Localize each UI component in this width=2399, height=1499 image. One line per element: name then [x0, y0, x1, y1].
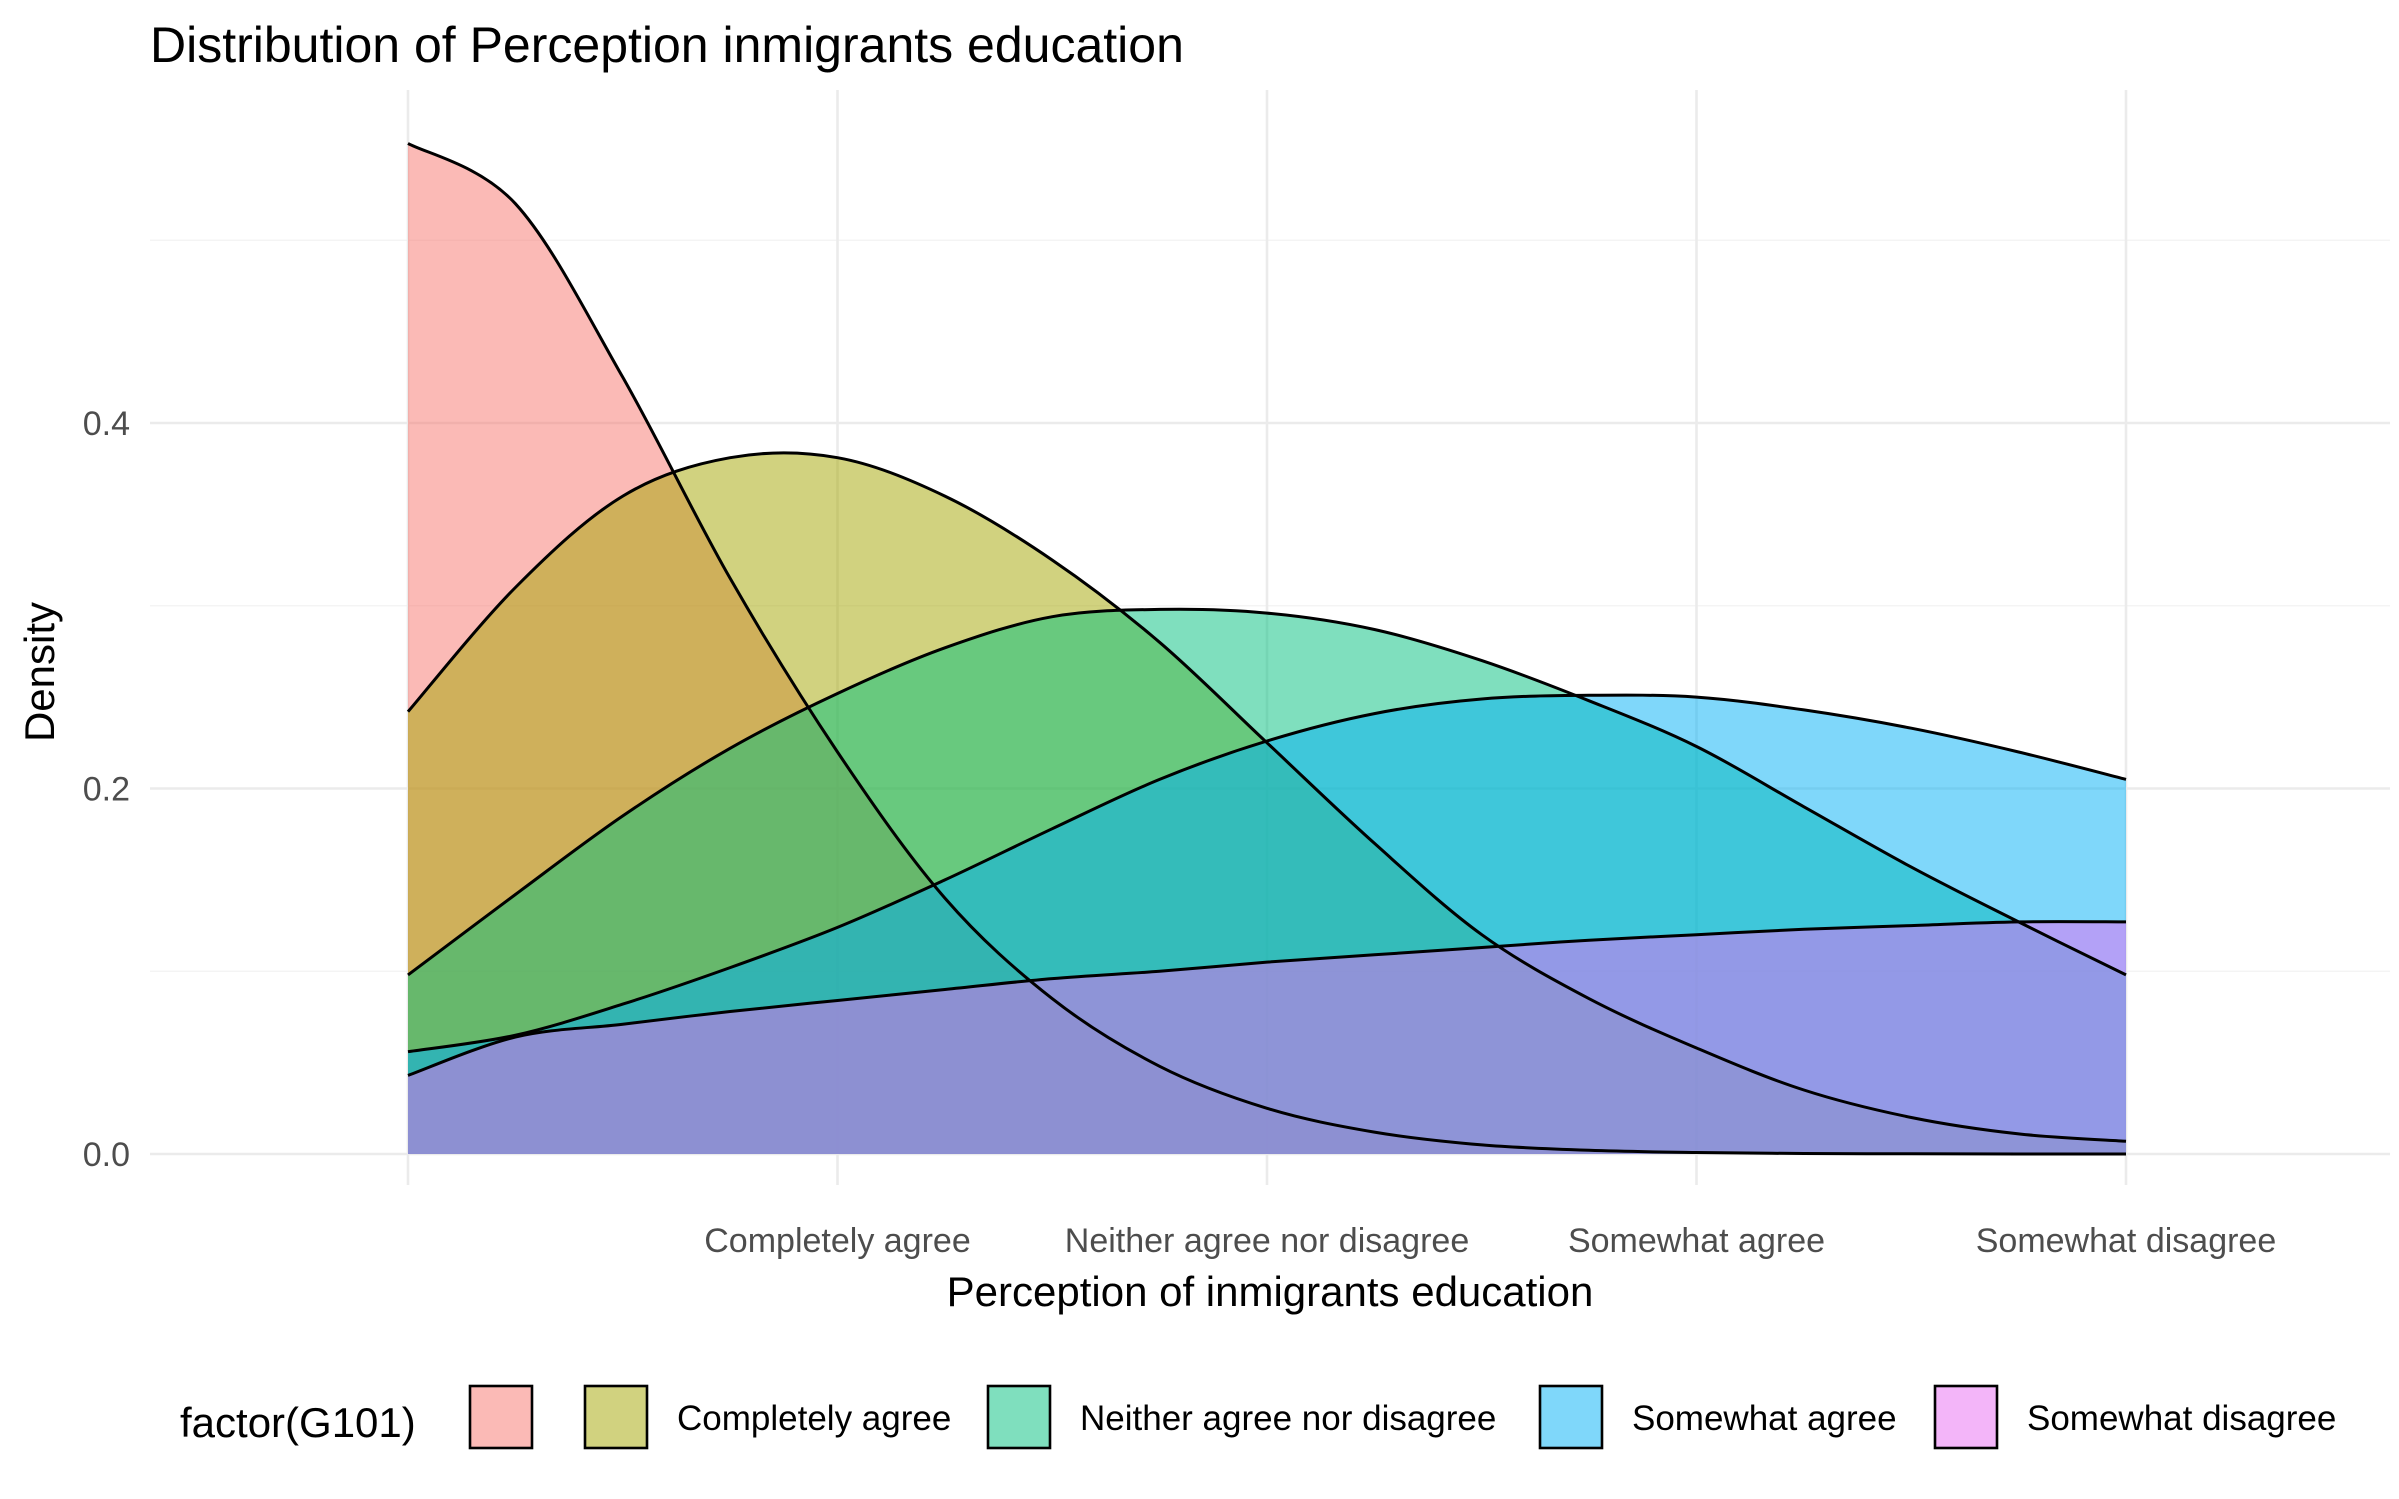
y-axis-ticks: 0.0 0.2 0.4	[83, 405, 130, 1174]
density-line-series-3	[407, 607, 2127, 977]
x-tick-label: Somewhat agree	[1568, 1222, 1825, 1260]
density-areas	[408, 143, 2126, 1154]
x-axis-title: Perception of inmigrants education	[947, 1268, 1594, 1315]
x-tick-label: Neither agree nor disagree	[1065, 1222, 1469, 1260]
density-line-series-5	[407, 920, 2127, 1077]
legend-key	[468, 1384, 534, 1450]
legend-key	[1538, 1384, 1604, 1450]
density-outlines	[406, 142, 2127, 1156]
density-line-series-2	[406, 451, 2127, 1143]
y-axis-title: Density	[16, 602, 63, 742]
x-tick-label: Completely agree	[704, 1222, 970, 1260]
x-tick-label: Somewhat disagree	[1976, 1222, 2277, 1260]
y-tick-label: 0.4	[83, 405, 130, 443]
legend-key	[1933, 1384, 1999, 1450]
y-tick-label: 0.2	[83, 771, 130, 809]
legend-key	[583, 1384, 649, 1450]
y-tick-label: 0.0	[83, 1136, 130, 1174]
legend-label: Neither agree nor disagree	[1080, 1399, 1496, 1438]
legend-label: Somewhat agree	[1632, 1399, 1897, 1438]
density-line-series-4	[407, 693, 2127, 1054]
legend-label: Somewhat disagree	[2027, 1399, 2336, 1438]
legend-title: factor(G101)	[180, 1399, 416, 1446]
chart-title: Distribution of Perception inmigrants ed…	[150, 17, 1184, 73]
legend-key	[986, 1384, 1052, 1450]
x-axis-ticks: Completely agree Neither agree nor disagr…	[704, 1222, 2276, 1260]
density-area-series-5	[408, 921, 2126, 1154]
legend-label: Completely agree	[677, 1399, 951, 1438]
density-line-series-1	[407, 142, 2126, 1156]
legend: factor(G101) Completely agree Neither agr…	[180, 1384, 2336, 1450]
